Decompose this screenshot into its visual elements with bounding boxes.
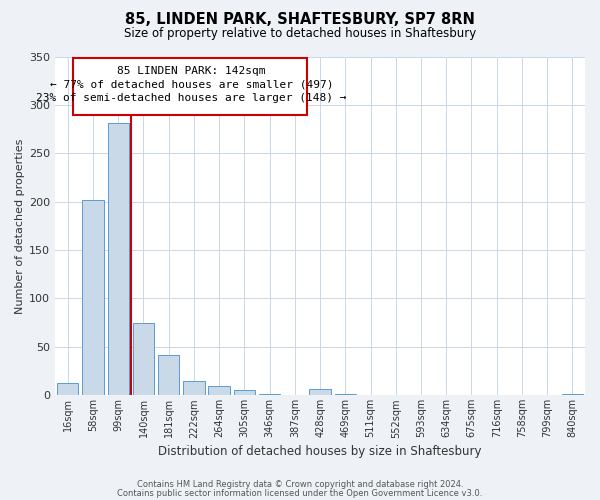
Bar	[107, 124, 129, 396]
Text: Size of property relative to detached houses in Shaftesbury: Size of property relative to detached ho…	[124, 28, 476, 40]
Bar	[82, 200, 104, 396]
Bar	[562, 394, 583, 396]
FancyBboxPatch shape	[73, 58, 307, 114]
Bar	[133, 322, 154, 396]
Text: Contains HM Land Registry data © Crown copyright and database right 2024.: Contains HM Land Registry data © Crown c…	[137, 480, 463, 489]
Bar	[310, 390, 331, 396]
Bar	[259, 394, 280, 396]
X-axis label: Distribution of detached houses by size in Shaftesbury: Distribution of detached houses by size …	[158, 444, 482, 458]
Bar	[57, 382, 79, 396]
Text: Contains public sector information licensed under the Open Government Licence v3: Contains public sector information licen…	[118, 488, 482, 498]
Text: 23% of semi-detached houses are larger (148) →: 23% of semi-detached houses are larger (…	[36, 94, 347, 104]
Bar	[208, 386, 230, 396]
Text: 85 LINDEN PARK: 142sqm: 85 LINDEN PARK: 142sqm	[117, 66, 266, 76]
Text: ← 77% of detached houses are smaller (497): ← 77% of detached houses are smaller (49…	[50, 80, 333, 90]
Y-axis label: Number of detached properties: Number of detached properties	[15, 138, 25, 314]
Bar	[233, 390, 255, 396]
Bar	[158, 354, 179, 396]
Text: 85, LINDEN PARK, SHAFTESBURY, SP7 8RN: 85, LINDEN PARK, SHAFTESBURY, SP7 8RN	[125, 12, 475, 28]
Bar	[335, 394, 356, 396]
Bar	[183, 381, 205, 396]
